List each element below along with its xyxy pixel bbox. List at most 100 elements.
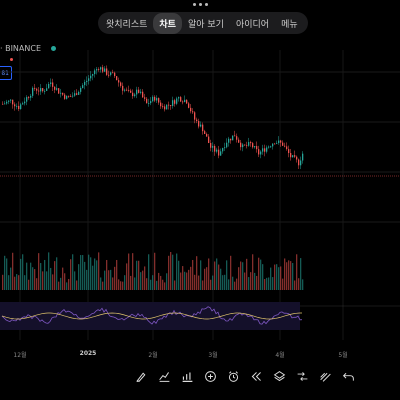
candle-body <box>296 156 298 160</box>
x-tick-label: 2월 <box>148 352 158 359</box>
more-dots-icon[interactable] <box>193 3 208 6</box>
candle-body <box>166 104 168 110</box>
candle-body <box>48 83 50 89</box>
candle-body <box>270 146 272 148</box>
volume-bar <box>302 279 304 290</box>
volume-bar <box>100 277 102 290</box>
indicator-value-box[interactable]: 81 <box>0 66 12 80</box>
volume-bar <box>244 272 246 290</box>
candle-body <box>142 91 144 98</box>
indicators-button[interactable] <box>176 366 199 386</box>
volume-bar <box>162 279 164 290</box>
volume-bar <box>268 277 270 290</box>
volume-bar <box>260 259 262 290</box>
candle-body <box>264 148 266 152</box>
volume-bar <box>206 267 208 290</box>
candle-body <box>110 72 112 75</box>
volume-bar <box>94 258 96 290</box>
candle-body <box>118 80 120 83</box>
symbol-header[interactable]: · BINANCE <box>0 44 57 53</box>
volume-bar <box>88 254 90 290</box>
volume-bar <box>132 253 134 290</box>
drawing-lines-button[interactable] <box>314 366 337 386</box>
tab-4[interactable]: 메뉴 <box>281 19 298 30</box>
candle-body <box>224 147 226 149</box>
tab-2[interactable]: 알아 보기 <box>187 19 224 30</box>
volume-bar <box>266 277 268 290</box>
brush-tool-button[interactable] <box>130 366 153 386</box>
candle-body <box>100 67 102 70</box>
candle-body <box>38 90 40 92</box>
volume-bar <box>176 253 178 290</box>
volume-bar <box>76 280 78 290</box>
candle-body <box>34 87 36 89</box>
candle-body <box>18 105 20 110</box>
candle-body <box>282 142 284 146</box>
candle-body <box>196 119 198 122</box>
undo-button[interactable] <box>337 366 360 386</box>
candle-body <box>176 98 178 104</box>
candle-body <box>108 74 110 76</box>
candle-body <box>300 160 302 166</box>
candle-body <box>266 147 268 152</box>
volume-bar <box>52 274 54 290</box>
candle-body <box>20 104 22 110</box>
volume-bar <box>26 262 28 290</box>
volume-bar <box>10 267 12 290</box>
add-button[interactable] <box>199 366 222 386</box>
candle-body <box>88 78 90 81</box>
volume-bar <box>84 261 86 290</box>
candle-body <box>26 97 28 102</box>
volume-bar <box>20 258 22 290</box>
candle-body <box>234 135 236 137</box>
rsi-band <box>0 302 300 330</box>
candle-body <box>32 87 34 96</box>
volume-bar <box>236 278 238 290</box>
candle-body <box>204 131 206 134</box>
candle-body <box>4 103 6 105</box>
volume-bar <box>106 259 108 290</box>
candle-body <box>188 103 190 108</box>
candle-body <box>226 142 228 148</box>
candle-body <box>256 146 258 150</box>
tab-3[interactable]: 아이디어 <box>235 19 270 30</box>
volume-bar <box>220 268 222 290</box>
volume-bar <box>8 275 10 290</box>
volume-bar <box>242 262 244 290</box>
exchange-label: · BINANCE <box>0 44 42 53</box>
drawing-lines-icon <box>320 372 331 382</box>
volume-bar <box>18 275 20 290</box>
volume-bar <box>274 264 276 290</box>
compare-button[interactable] <box>291 366 314 386</box>
volume-bar <box>116 259 118 290</box>
volume-bar <box>296 254 298 290</box>
candle-body <box>280 140 282 143</box>
volume-bar <box>284 258 286 290</box>
candle-body <box>212 145 214 148</box>
volume-bar <box>34 269 36 290</box>
volume-bar <box>168 255 170 290</box>
candle-body <box>258 149 260 155</box>
volume-bar <box>290 261 292 290</box>
price-chart[interactable] <box>0 50 400 350</box>
x-tick-label: 4월 <box>275 352 285 359</box>
replay-button[interactable] <box>245 366 268 386</box>
alert-clock-button[interactable] <box>222 366 245 386</box>
candle-body <box>174 100 176 104</box>
tab-0[interactable]: 왓치리스트 <box>106 19 148 30</box>
volume-bar <box>216 258 218 290</box>
candle-body <box>216 149 218 152</box>
candle-body <box>64 94 66 99</box>
bottom-toolbar <box>130 366 360 386</box>
candle-body <box>90 75 92 79</box>
candle-body <box>190 107 192 112</box>
layers-button[interactable] <box>268 366 291 386</box>
candle-body <box>50 82 52 84</box>
volume-bar <box>66 282 68 290</box>
chart-type-button[interactable] <box>153 366 176 386</box>
candle-body <box>184 99 186 102</box>
tab-1[interactable]: 차트 <box>153 12 182 34</box>
volume-bar <box>166 273 168 290</box>
candle-body <box>28 97 30 98</box>
volume-bar <box>208 258 210 290</box>
